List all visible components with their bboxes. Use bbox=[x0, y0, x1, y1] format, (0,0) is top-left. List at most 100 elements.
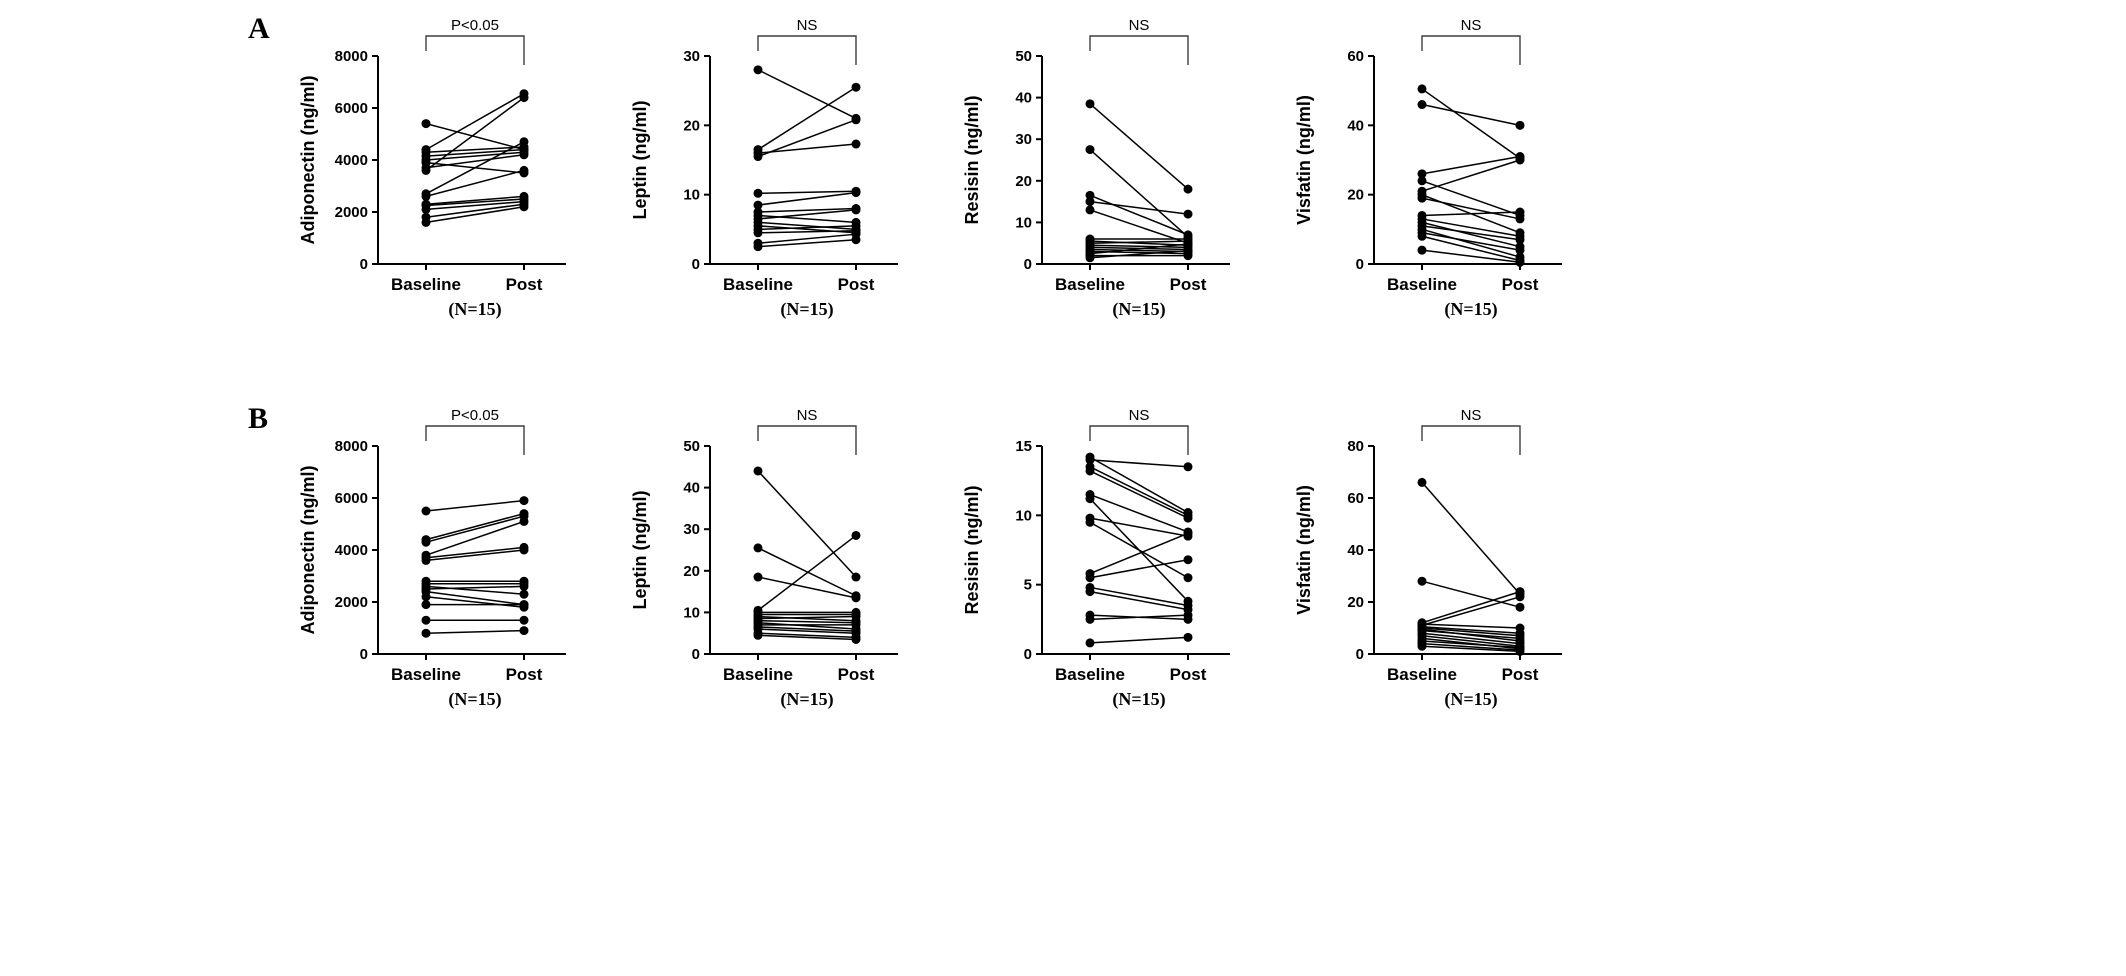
n-label: (N=15) bbox=[448, 689, 501, 710]
pair-lines bbox=[1421, 481, 1521, 653]
y-tick-label: 20 bbox=[683, 563, 700, 580]
post-point bbox=[1183, 573, 1193, 583]
baseline-point bbox=[753, 188, 763, 198]
y-ticks: 0 10 20 30 40 50 bbox=[683, 438, 857, 663]
post-point bbox=[519, 581, 529, 591]
post-point bbox=[851, 612, 861, 622]
pair-lines bbox=[425, 499, 525, 634]
data-points bbox=[1417, 84, 1525, 267]
data-points bbox=[753, 466, 861, 644]
significance-bracket: NS bbox=[1421, 407, 1521, 455]
y-tick-label: 60 bbox=[1347, 48, 1364, 65]
post-point bbox=[1183, 462, 1193, 472]
post-point bbox=[519, 516, 529, 526]
baseline-point bbox=[1417, 84, 1427, 94]
post-point bbox=[1515, 155, 1525, 165]
y-tick-label: 20 bbox=[1015, 173, 1032, 190]
n-label: (N=15) bbox=[1112, 689, 1165, 710]
axes bbox=[1373, 56, 1562, 265]
baseline-point bbox=[1085, 253, 1095, 263]
y-tick-label: 20 bbox=[683, 117, 700, 134]
baseline-point bbox=[421, 537, 431, 547]
significance-bracket: NS bbox=[757, 17, 857, 65]
baseline-point bbox=[421, 506, 431, 516]
x-labels: Baseline Post (N=15) bbox=[391, 275, 543, 320]
post-point bbox=[851, 82, 861, 92]
baseline-point bbox=[1085, 573, 1095, 583]
x-label-baseline: Baseline bbox=[1055, 665, 1125, 684]
baseline-point bbox=[421, 217, 431, 227]
x-label-post: Post bbox=[1170, 665, 1207, 684]
y-tick-label: 4000 bbox=[335, 542, 368, 559]
baseline-point bbox=[421, 628, 431, 638]
y-tick-label: 10 bbox=[1015, 214, 1032, 231]
y-tick-label: 80 bbox=[1347, 438, 1364, 455]
baseline-point bbox=[421, 204, 431, 214]
baseline-point bbox=[753, 228, 763, 238]
baseline-point bbox=[1085, 205, 1095, 215]
post-point bbox=[519, 545, 529, 555]
post-point bbox=[519, 93, 529, 103]
baseline-point bbox=[1085, 466, 1095, 476]
post-point bbox=[851, 634, 861, 644]
y-tick-label: 0 bbox=[692, 646, 700, 663]
charts-row-b: 0 2000 4000 6000 8000 Baseline Post (N=15) Adipo… bbox=[292, 396, 1600, 734]
x-label-baseline: Baseline bbox=[723, 275, 793, 294]
post-point bbox=[1515, 120, 1525, 130]
chart-resisin-b: 0 5 10 15 Baseline Post (N=15) Resisin (ng/ml) N… bbox=[962, 407, 1230, 710]
post-point bbox=[851, 572, 861, 582]
baseline-point bbox=[421, 600, 431, 610]
post-point bbox=[851, 235, 861, 245]
y-tick-label: 6000 bbox=[335, 100, 368, 117]
baseline-point bbox=[421, 165, 431, 175]
y-tick-label: 60 bbox=[1347, 490, 1364, 507]
baseline-point bbox=[1085, 145, 1095, 155]
baseline-point bbox=[1417, 641, 1427, 651]
x-label-post: Post bbox=[838, 275, 875, 294]
x-labels: Baseline Post (N=15) bbox=[391, 665, 543, 710]
baseline-point bbox=[753, 242, 763, 252]
baseline-point bbox=[753, 65, 763, 75]
baseline-point bbox=[421, 555, 431, 565]
y-tick-label: 50 bbox=[683, 438, 700, 455]
y-tick-label: 2000 bbox=[335, 594, 368, 611]
post-point bbox=[1183, 246, 1193, 256]
data-points bbox=[421, 496, 529, 638]
x-label-post: Post bbox=[506, 665, 543, 684]
baseline-point bbox=[1417, 245, 1427, 255]
axes bbox=[1041, 56, 1230, 265]
n-label: (N=15) bbox=[448, 299, 501, 320]
baseline-point bbox=[1417, 576, 1427, 586]
x-label-baseline: Baseline bbox=[1387, 665, 1457, 684]
y-axis-label: Visfatin (ng/ml) bbox=[1294, 95, 1314, 225]
x-label-post: Post bbox=[1170, 275, 1207, 294]
post-point bbox=[1183, 209, 1193, 219]
post-point bbox=[1515, 235, 1525, 245]
y-axis-label: Resisin (ng/ml) bbox=[962, 95, 982, 224]
significance-label: P<0.05 bbox=[451, 407, 499, 424]
figure: A 0 2000 4000 6000 8000 Baseline Post (N=15) Adi… bbox=[248, 12, 1600, 734]
significance-label: NS bbox=[1461, 17, 1482, 34]
significance-label: NS bbox=[1129, 407, 1150, 424]
y-ticks: 0 5 10 15 bbox=[1015, 438, 1189, 663]
x-label-baseline: Baseline bbox=[1055, 275, 1125, 294]
x-label-post: Post bbox=[838, 665, 875, 684]
post-point bbox=[851, 530, 861, 540]
data-points bbox=[421, 89, 529, 227]
post-point bbox=[851, 205, 861, 215]
y-tick-label: 30 bbox=[683, 521, 700, 538]
baseline-point bbox=[1085, 587, 1095, 597]
y-tick-label: 40 bbox=[683, 480, 700, 497]
x-label-baseline: Baseline bbox=[1387, 275, 1457, 294]
baseline-point bbox=[1085, 455, 1095, 465]
axes bbox=[709, 56, 898, 265]
baseline-point bbox=[1417, 169, 1427, 179]
x-labels: Baseline Post (N=15) bbox=[723, 275, 875, 320]
post-point bbox=[1183, 555, 1193, 565]
y-tick-label: 0 bbox=[692, 256, 700, 273]
y-tick-label: 40 bbox=[1347, 117, 1364, 134]
post-point bbox=[519, 496, 529, 506]
x-label-baseline: Baseline bbox=[391, 275, 461, 294]
pair-lines bbox=[425, 93, 525, 224]
y-tick-label: 10 bbox=[683, 187, 700, 204]
